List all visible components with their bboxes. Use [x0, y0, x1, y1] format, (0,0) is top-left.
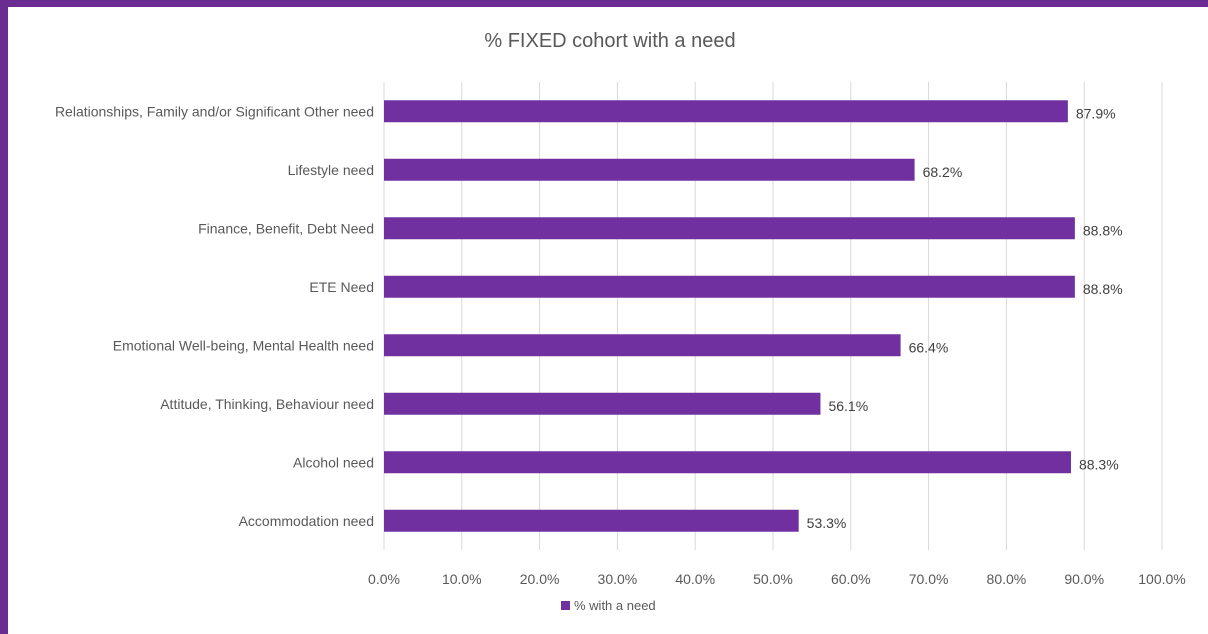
category-label: ETE Need [309, 279, 374, 295]
data-labels: 87.9% 68.2% 88.8% 88.8% 66.4% 56.1% 88.3% 53.3% [807, 105, 1123, 531]
chart-svg: % FIXED cohort with a need Relationships… [55, 30, 1186, 613]
category-label: Relationships, Family and/or Significant… [55, 103, 374, 119]
bar [384, 392, 821, 415]
category-label: Lifestyle need [288, 162, 374, 178]
data-label: 88.8% [1083, 281, 1123, 297]
category-label: Alcohol need [293, 454, 374, 470]
x-tick-labels: 0.0% 10.0% 20.0% 30.0% 40.0% 50.0% 60.0% 70.0% 8… [368, 571, 1186, 587]
bar [384, 451, 1071, 474]
x-tick-label: 0.0% [368, 571, 400, 587]
x-tick-label: 20.0% [520, 571, 560, 587]
data-label: 68.2% [923, 164, 963, 180]
category-label: Finance, Benefit, Debt Need [198, 220, 374, 236]
legend-swatch [561, 601, 570, 610]
x-tick-label: 70.0% [909, 571, 949, 587]
data-label: 56.1% [828, 398, 868, 414]
x-tick-label: 60.0% [831, 571, 871, 587]
bar [384, 158, 915, 181]
x-tick-label: 80.0% [987, 571, 1027, 587]
bars [384, 100, 1075, 532]
data-label: 87.9% [1076, 105, 1116, 121]
category-label: Accommodation need [239, 513, 374, 529]
gridlines [383, 82, 1163, 550]
category-label: Emotional Well-being, Mental Health need [113, 337, 374, 353]
bar [384, 509, 799, 532]
x-tick-label: 100.0% [1138, 571, 1185, 587]
chart-title: % FIXED cohort with a need [484, 30, 735, 52]
legend: % with a need [561, 598, 656, 613]
legend-label: % with a need [574, 598, 656, 613]
bar [384, 100, 1068, 123]
x-tick-label: 30.0% [598, 571, 638, 587]
bar [384, 275, 1075, 298]
bar [384, 217, 1075, 240]
data-label: 88.8% [1083, 222, 1123, 238]
data-label: 66.4% [909, 339, 949, 355]
x-tick-label: 90.0% [1064, 571, 1104, 587]
x-tick-label: 40.0% [675, 571, 715, 587]
category-labels: Relationships, Family and/or Significant… [55, 103, 374, 529]
x-tick-label: 10.0% [442, 571, 482, 587]
data-label: 88.3% [1079, 456, 1119, 472]
data-label: 53.3% [807, 515, 847, 531]
category-label: Attitude, Thinking, Behaviour need [160, 396, 374, 412]
x-tick-label: 50.0% [753, 571, 793, 587]
bar [384, 334, 901, 357]
